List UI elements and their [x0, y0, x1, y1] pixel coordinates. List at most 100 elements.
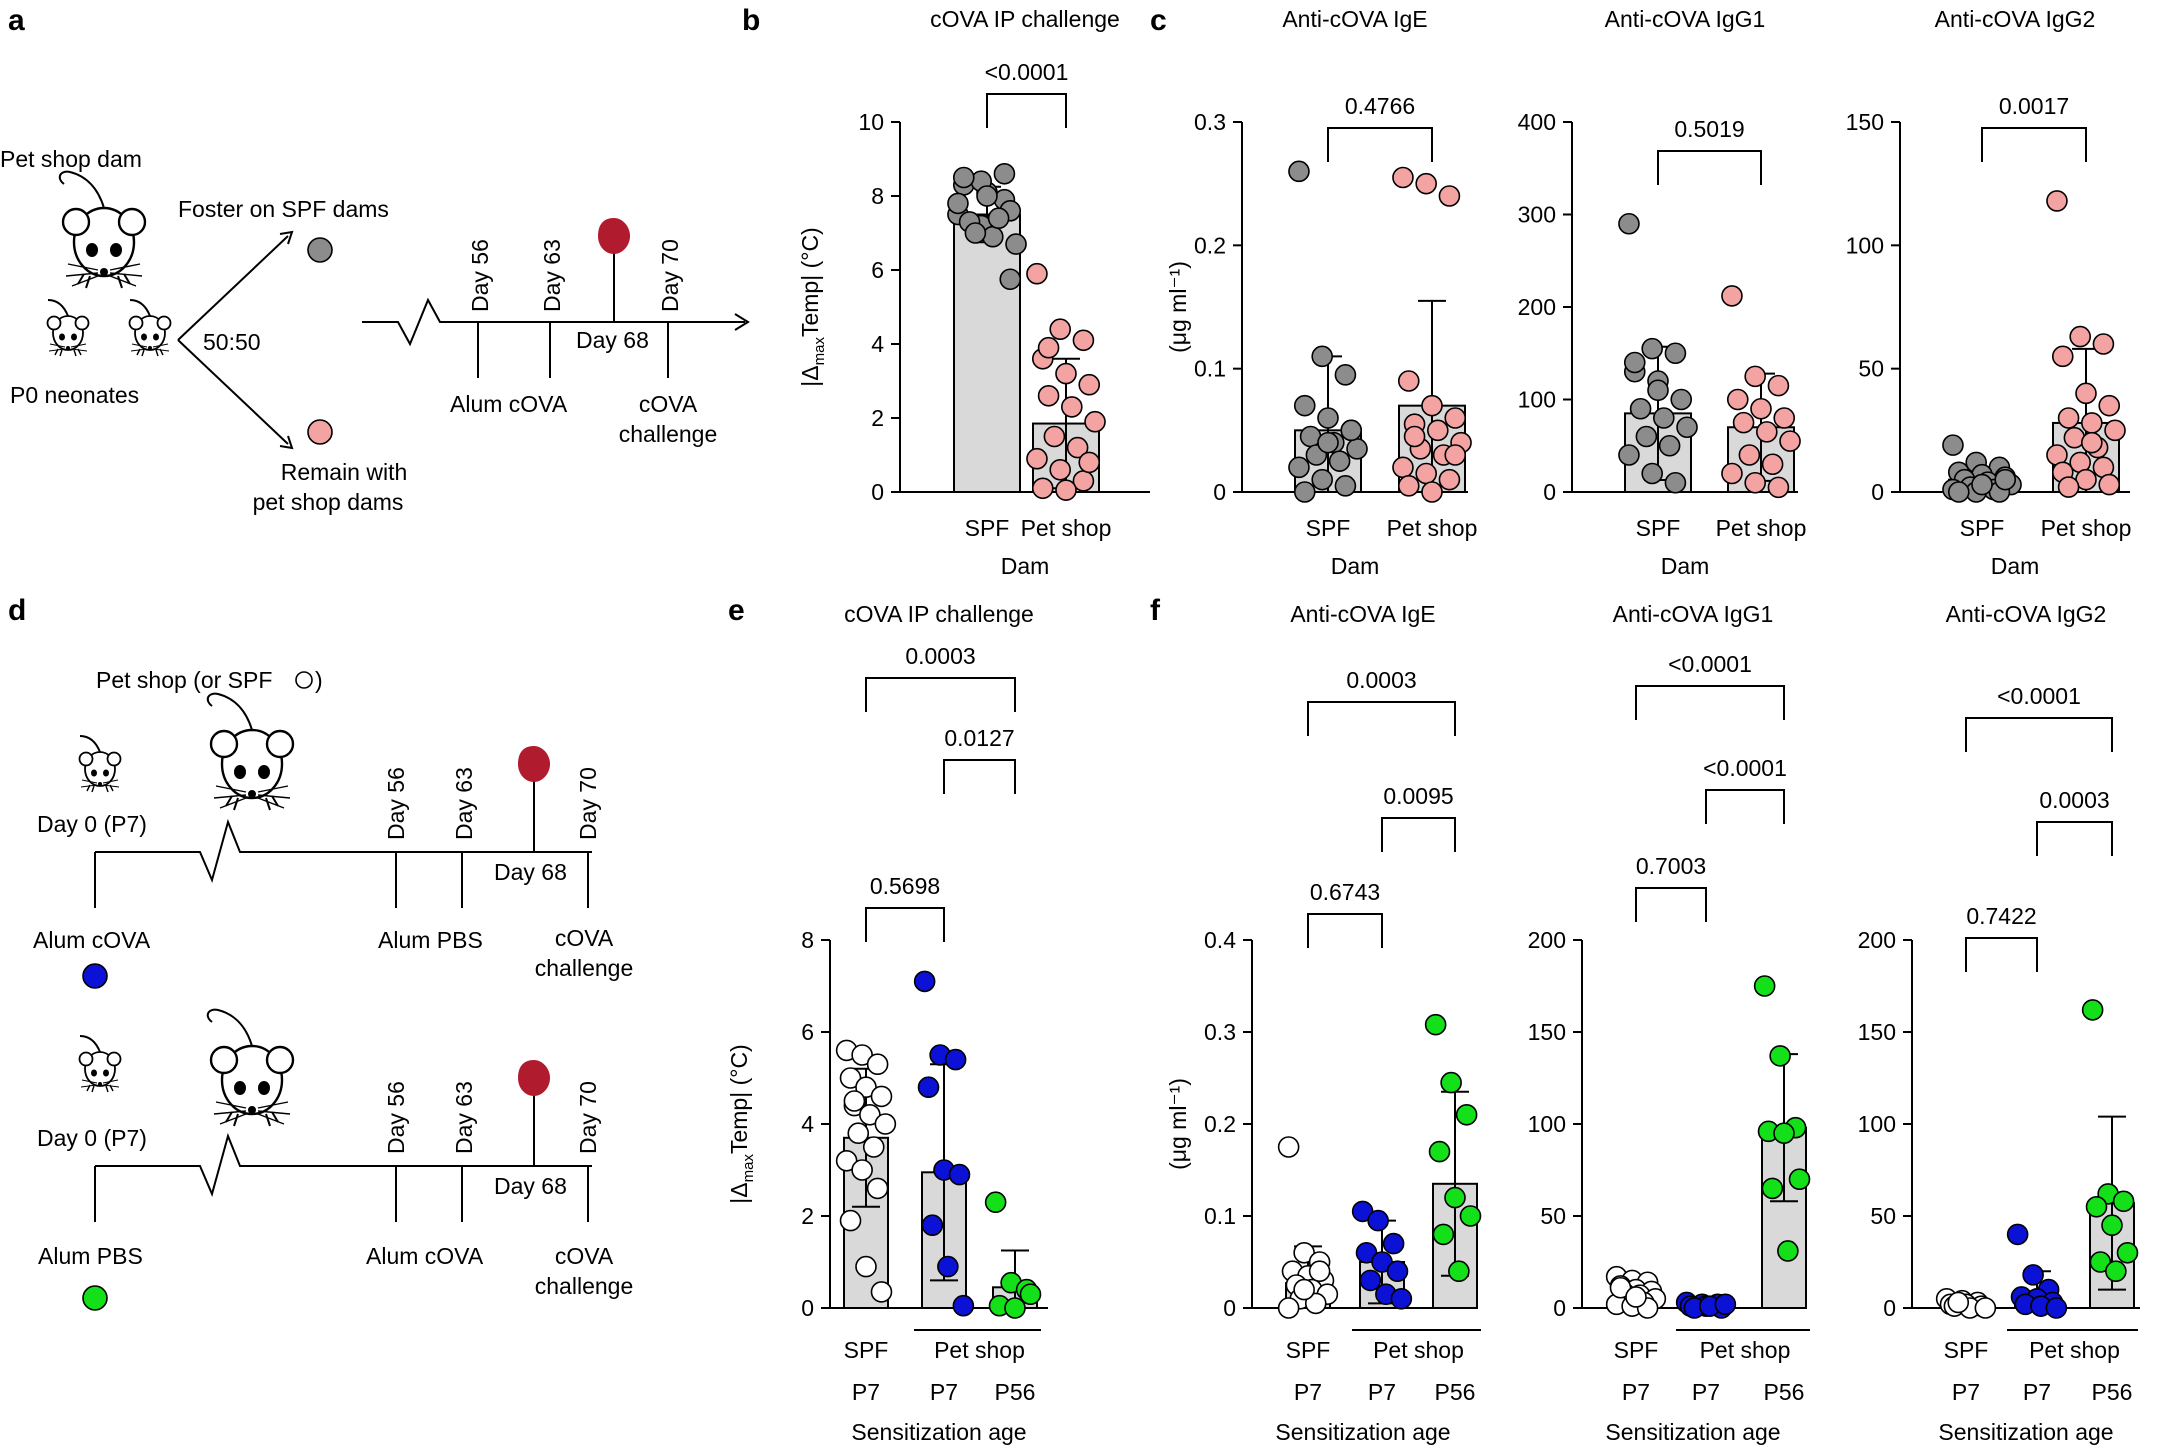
y-tick-label: 0.3 [1204, 1019, 1236, 1045]
x-axis-label: Sensitization age [1275, 1419, 1450, 1445]
data-point [1459, 1205, 1482, 1227]
chart-title: cOVA IP challenge [930, 6, 1120, 32]
data-point [1438, 185, 1461, 207]
data-point [1317, 431, 1339, 454]
x-tick-label: SPF [1636, 515, 1681, 541]
data-point [1653, 407, 1675, 429]
y-tick-label: 50 [1540, 1203, 1566, 1229]
significance-bracket [1965, 937, 2038, 972]
panel-letter-b: b [742, 4, 760, 37]
remain-label-1: Remain with [281, 459, 408, 485]
data-point [1444, 1186, 1466, 1209]
significance-bracket [943, 759, 1016, 794]
data-point [1769, 1045, 1791, 1067]
spf-open-circle-icon [295, 671, 313, 689]
data-point [1994, 468, 2017, 491]
data-point [2057, 407, 2080, 429]
data-point [1635, 425, 1658, 448]
blood-drop-icon-d1 [518, 746, 550, 782]
data-point [855, 1255, 877, 1278]
x-tick-label: P7 [1368, 1379, 1396, 1405]
group-label: SPF [1286, 1337, 1331, 1363]
x-tick-label: P56 [1764, 1379, 1805, 1405]
data-point [1618, 444, 1640, 466]
chart-f-igg2: Anti-cOVA IgG2 0 50 100 150 200 P7 P7 P56 SPF Pet … [1858, 601, 2140, 1445]
day56-label-d2: Day 56 [383, 1081, 409, 1154]
data-point [1424, 1013, 1447, 1036]
data-point [2081, 431, 2103, 454]
adult-mouse-icon-2 [206, 1008, 295, 1128]
significance-bracket [1307, 913, 1383, 948]
x-tick-label: P7 [930, 1379, 958, 1405]
ratio-label: 50:50 [203, 329, 261, 355]
data-point [1773, 407, 1796, 429]
day68-label-a: Day 68 [576, 327, 649, 353]
y-tick-label: 400 [1518, 109, 1556, 135]
data-point [1049, 318, 1071, 341]
cova-label-a: cOVA [639, 391, 698, 417]
data-point [870, 1281, 893, 1303]
data-point [1421, 481, 1443, 503]
data-point [1304, 1292, 1327, 1315]
data-point [984, 1191, 1007, 1213]
chart-f-igg1: Anti-cOVA IgG1 0 50 100 150 200 P7 P7 P56 SPF Pet … [1528, 601, 1811, 1445]
y-tick-label: 2 [801, 1203, 814, 1229]
group-label: SPF [1614, 1337, 1659, 1363]
p-value-label: 0.0017 [1999, 93, 2069, 119]
data-point [1037, 336, 1060, 359]
x-axis-label: Dam [1331, 553, 1380, 579]
significance-bracket [1327, 127, 1433, 162]
cova-label-d1: cOVA [555, 925, 614, 951]
data-point [1005, 233, 1027, 255]
data-point [866, 1177, 889, 1200]
significance-bracket [1965, 717, 2113, 752]
neonates-label: P0 neonates [10, 382, 139, 408]
significance-bracket [865, 677, 1016, 712]
data-point [2051, 345, 2074, 368]
significance-bracket [1635, 685, 1785, 720]
x-tick-label: SPF [1306, 515, 1351, 541]
data-point [1043, 425, 1066, 448]
x-tick-label: P7 [2023, 1379, 2051, 1405]
data-point [1392, 166, 1414, 189]
data-point [1974, 1297, 1997, 1319]
data-point [847, 1122, 870, 1144]
y-tick-label: 4 [871, 331, 884, 357]
data-point [1019, 1283, 1042, 1305]
group-label: Pet shop [934, 1337, 1025, 1363]
group-label: Pet shop [2029, 1337, 2120, 1363]
data-point [1340, 419, 1363, 442]
chart-title: cOVA IP challenge [844, 601, 1034, 627]
data-point [2057, 476, 2080, 498]
data-point [1415, 172, 1437, 195]
data-point [1721, 285, 1743, 307]
data-point [1942, 434, 1964, 456]
p-value-label: 0.7003 [1636, 853, 1706, 879]
significance-bracket [1705, 789, 1785, 824]
y-axis-label: |ΔmaxTemp| (°C) [797, 227, 828, 386]
x-axis-label: Dam [1991, 553, 2040, 579]
significance-bracket [1981, 127, 2087, 162]
data-point [1744, 365, 1766, 388]
data-point [1317, 407, 1339, 429]
data-point [1618, 212, 1640, 235]
data-point [1346, 438, 1368, 460]
x-tick-label: P56 [1435, 1379, 1476, 1405]
data-point [1629, 397, 1652, 420]
p-value-label: 0.0127 [944, 725, 1014, 751]
x-tick-label: Pet shop [1716, 515, 1807, 541]
data-point [874, 1113, 897, 1135]
p-value-label: <0.0001 [1668, 651, 1752, 677]
y-tick-label: 0 [1543, 479, 1556, 505]
data-point [1455, 1104, 1478, 1126]
pet-p56-marker [82, 1285, 108, 1311]
y-tick-label: 0.4 [1204, 927, 1236, 953]
chart-title: Anti-cOVA IgG2 [1946, 601, 2107, 627]
data-point [921, 1214, 944, 1236]
data-point [1773, 1122, 1795, 1144]
data-point [1397, 370, 1420, 392]
spf-dam-marker [307, 237, 333, 263]
alum-cova-label-d1: Alum cOVA [33, 927, 151, 953]
chart-title: Anti-cOVA IgG1 [1605, 6, 1766, 32]
